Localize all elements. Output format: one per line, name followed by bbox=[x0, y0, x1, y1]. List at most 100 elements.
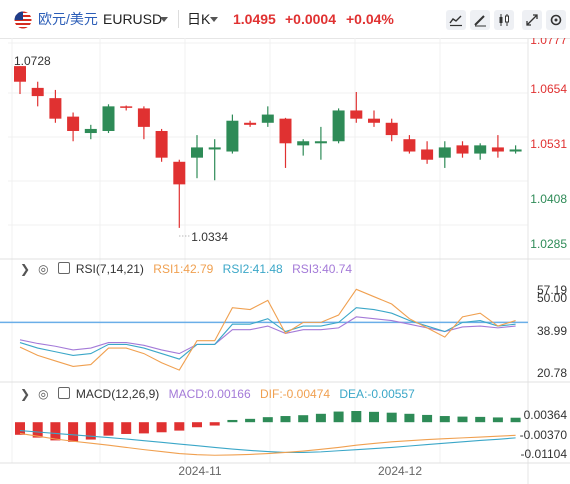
date-tick-label: 2024-11 bbox=[178, 464, 221, 478]
price-tick-label: 1.0408 bbox=[530, 192, 567, 206]
candle-body bbox=[173, 161, 186, 185]
date-tick-label: 2024-12 bbox=[378, 464, 422, 478]
macd-value: MACD:0.00166 bbox=[168, 387, 251, 401]
rsi-legend: ❯ ◎ RSI(7,14,21) RSI1:42.79 RSI2:41.48 RS… bbox=[20, 262, 358, 276]
macd-histogram-bar bbox=[457, 416, 468, 423]
rsi-tick-label: 38.99 bbox=[537, 324, 567, 338]
rsi3-line bbox=[19, 316, 516, 355]
compare-icon bbox=[499, 14, 509, 26]
rsi-name: RSI(7,14,21) bbox=[75, 262, 144, 276]
macd-histogram-bar bbox=[262, 417, 273, 423]
macd-histogram-bar bbox=[369, 411, 379, 423]
candle-body bbox=[31, 87, 44, 97]
dif-value: DIF:-0.00474 bbox=[260, 387, 331, 401]
candle-body bbox=[350, 110, 363, 119]
macd-histogram-bar bbox=[351, 411, 362, 423]
current-price: 1.0495 bbox=[233, 11, 276, 27]
macd-histogram-bar bbox=[315, 413, 326, 423]
dif-line bbox=[19, 432, 516, 456]
fullscreen-icon bbox=[526, 14, 538, 26]
settings-button[interactable] bbox=[546, 10, 566, 30]
macd-histogram-bar bbox=[15, 422, 25, 435]
rsi-tick-label: 20.78 bbox=[537, 366, 567, 380]
indicator-icon bbox=[449, 15, 462, 27]
settings-icon bbox=[550, 14, 562, 26]
candle-body bbox=[509, 149, 522, 152]
low-price-label: 1.0334 bbox=[191, 230, 228, 244]
high-price-label: 1.0728 bbox=[14, 54, 51, 68]
candle-body bbox=[261, 114, 274, 123]
fullscreen-button[interactable] bbox=[522, 10, 542, 30]
us-flag-icon bbox=[14, 11, 32, 29]
period-selector[interactable]: 日K bbox=[187, 11, 211, 27]
dea-value: DEA:-0.00557 bbox=[339, 387, 415, 401]
collapse-icon[interactable]: ❯ bbox=[20, 387, 31, 401]
candle-body bbox=[332, 110, 345, 142]
collapse-icon[interactable]: ❯ bbox=[20, 262, 31, 276]
macd-legend: ❯ ◎ MACD(12,26,9) MACD:0.00166 DIF:-0.004… bbox=[20, 387, 421, 401]
rsi1-line bbox=[19, 288, 516, 371]
indicator-button[interactable] bbox=[446, 10, 466, 30]
price-change-percent: +0.04% bbox=[346, 11, 394, 27]
candle-body bbox=[244, 122, 257, 125]
macd-histogram-bar bbox=[68, 422, 79, 442]
symbol-name[interactable]: 欧元/美元 bbox=[38, 11, 98, 27]
rsi-tick-label: 57.19 bbox=[537, 283, 567, 297]
period-dropdown-icon[interactable] bbox=[210, 17, 218, 22]
visibility-eye-icon[interactable]: ◎ bbox=[38, 262, 49, 276]
candle-body bbox=[84, 128, 97, 134]
candle-body bbox=[49, 98, 62, 119]
candle-body bbox=[191, 147, 203, 158]
macd-histogram-bar bbox=[50, 422, 61, 441]
macd-histogram-bar bbox=[333, 411, 344, 423]
macd-histogram-bar bbox=[32, 422, 43, 438]
candle-body bbox=[491, 147, 504, 152]
rsi2-value: RSI2:41.48 bbox=[222, 262, 283, 276]
rsi2-line bbox=[19, 307, 516, 360]
macd-histogram-bar bbox=[280, 416, 291, 423]
price-tick-label: 1.0777 bbox=[530, 38, 567, 47]
chart-header: 欧元/美元 EURUSD 日K 1.0495 +0.0004 +0.04% bbox=[0, 0, 570, 39]
macd-histogram-bar bbox=[298, 415, 309, 423]
symbol-dropdown-icon[interactable] bbox=[160, 17, 168, 22]
candle-body bbox=[155, 130, 168, 158]
candle-body bbox=[14, 66, 26, 82]
draw-icon bbox=[474, 15, 486, 27]
macd-tick-label: 0.00364 bbox=[524, 408, 568, 422]
macd-histogram-bar bbox=[156, 422, 167, 433]
price-change: +0.0004 bbox=[285, 11, 336, 27]
macd-histogram-bar bbox=[192, 422, 202, 428]
symbol-code[interactable]: EURUSD bbox=[103, 11, 163, 27]
macd-histogram-bar bbox=[404, 413, 415, 423]
macd-histogram-bar bbox=[245, 418, 256, 423]
rsi1-value: RSI1:42.79 bbox=[153, 262, 214, 276]
indicator-settings-icon[interactable] bbox=[57, 262, 70, 274]
price-chart[interactable]: 1.0777 1.0654 1.0531 1.0408 1.0285 1.0728 1.0… bbox=[0, 38, 570, 484]
price-tick-label: 1.0285 bbox=[530, 237, 567, 251]
candle-body bbox=[102, 106, 115, 131]
dea-line bbox=[19, 430, 516, 453]
candle-body bbox=[456, 145, 469, 154]
price-tick-label: 1.0531 bbox=[530, 137, 567, 151]
candle-body bbox=[279, 118, 292, 144]
draw-button[interactable] bbox=[470, 10, 490, 30]
macd-histogram-bar bbox=[439, 416, 450, 423]
macd-histogram-bar bbox=[103, 422, 114, 436]
indicator-settings-icon[interactable] bbox=[57, 387, 70, 399]
candle-body bbox=[120, 106, 133, 108]
candle-body bbox=[403, 139, 416, 152]
macd-name: MACD(12,26,9) bbox=[75, 387, 160, 401]
candle-body bbox=[438, 147, 451, 158]
rsi-tick-label: 50.00 bbox=[537, 291, 567, 305]
rsi3-value: RSI3:40.74 bbox=[292, 262, 353, 276]
visibility-eye-icon[interactable]: ◎ bbox=[38, 387, 49, 401]
macd-histogram-bar bbox=[492, 417, 503, 423]
candle-body bbox=[385, 122, 398, 136]
macd-histogram-bar bbox=[227, 419, 238, 423]
macd-histogram-bar bbox=[138, 422, 149, 434]
macd-histogram-bar bbox=[121, 422, 132, 434]
price-tick-label: 1.0654 bbox=[530, 82, 567, 96]
compare-button[interactable] bbox=[494, 10, 514, 30]
macd-histogram-bar bbox=[209, 422, 220, 426]
macd-histogram-bar bbox=[174, 422, 185, 431]
